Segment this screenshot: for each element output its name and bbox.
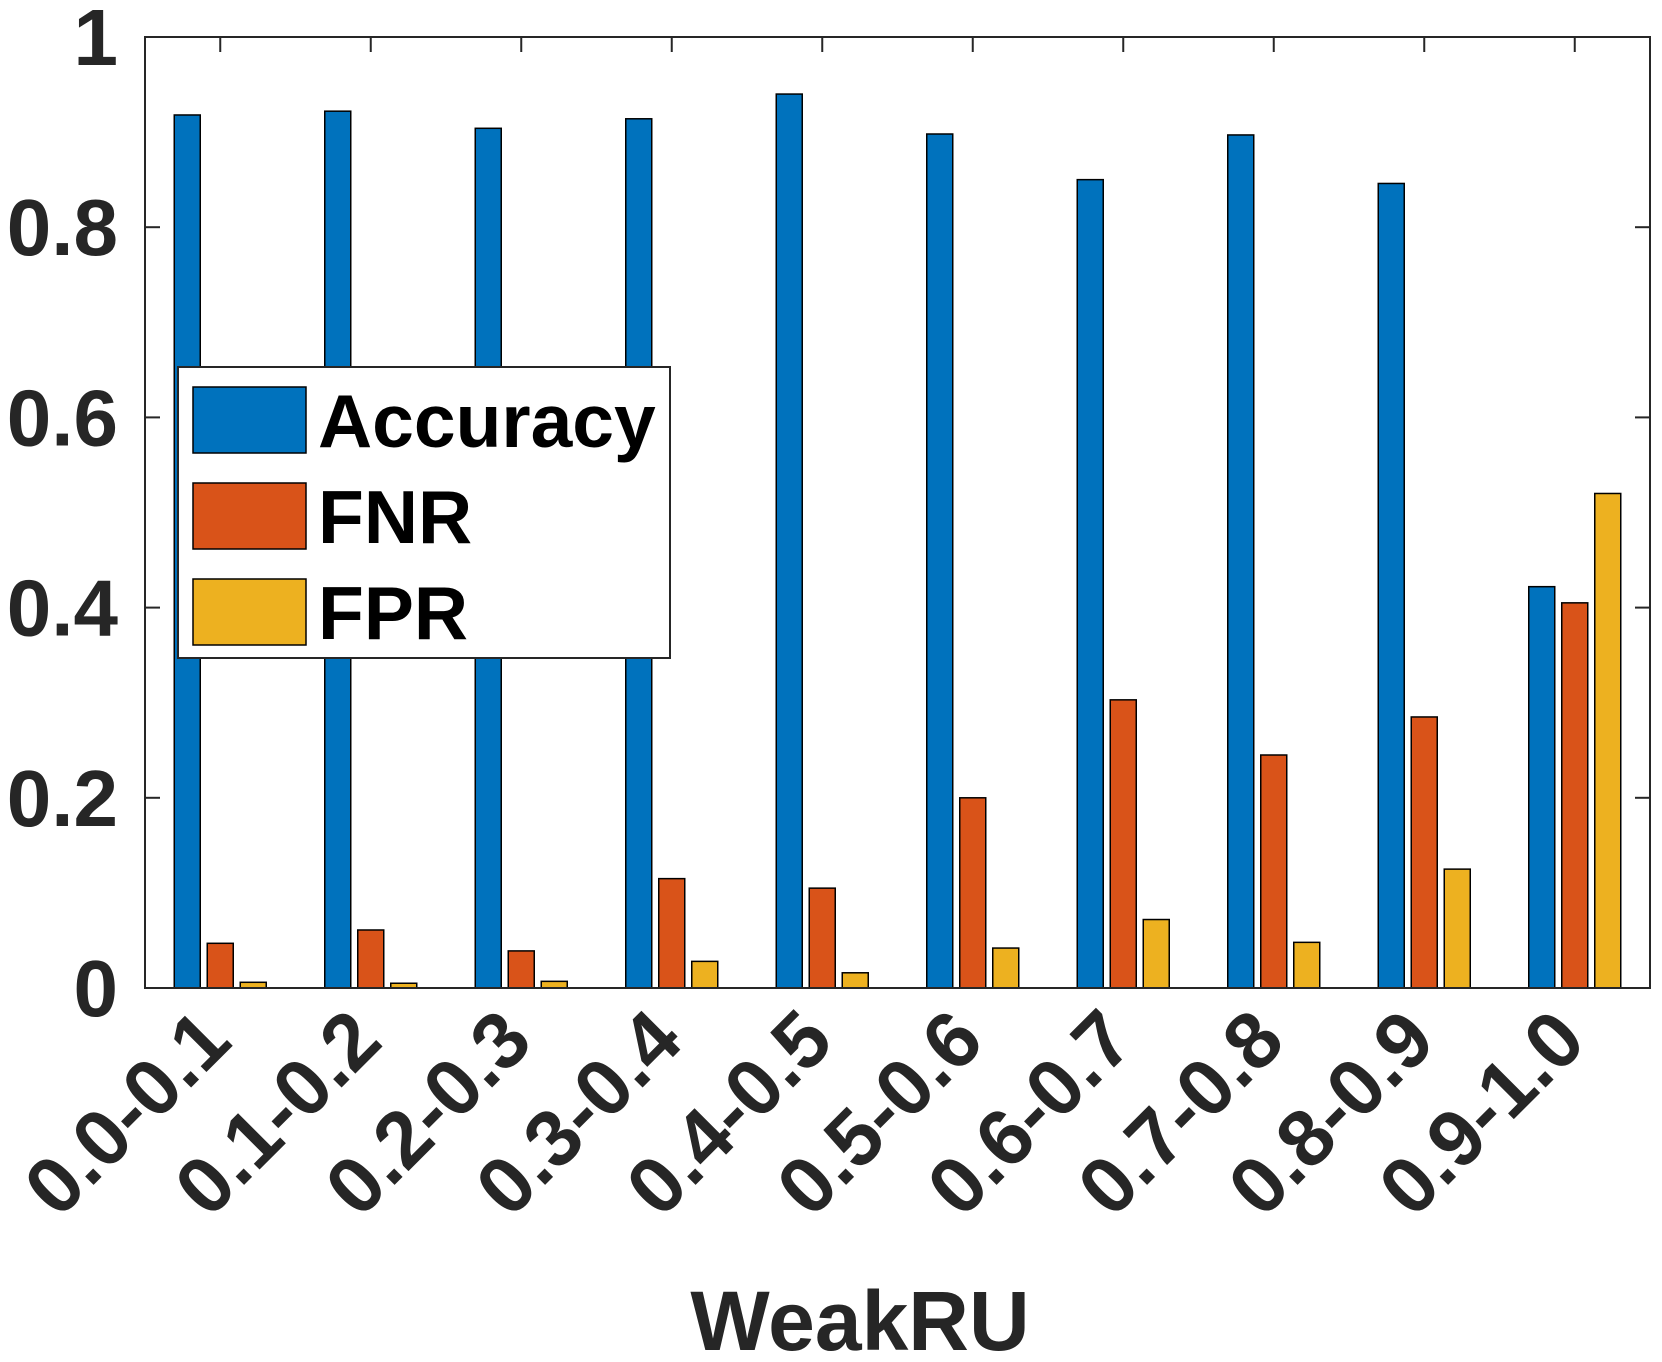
bar-accuracy-0-8-0-9 (1377, 182, 1405, 989)
y-tick-label-5: 1 (74, 0, 119, 82)
bar-fpr-0-9-1-0 (1594, 492, 1622, 989)
legend-label-accuracy: Accuracy (318, 379, 656, 463)
bar-fpr-0-3-0-4 (691, 960, 719, 989)
legend-swatch-accuracy (192, 386, 307, 454)
legend-swatch-fnr (192, 482, 307, 550)
bar-fnr-0-0-0-1 (206, 942, 234, 989)
bar-fpr-0-8-0-9 (1443, 868, 1471, 989)
bar-fnr-0-9-1-0 (1561, 602, 1589, 989)
x-tick-labels: 0.0-0.10.1-0.20.2-0.30.3-0.40.4-0.50.5-0… (7, 993, 1601, 1232)
bar-fpr-0-6-0-7 (1142, 918, 1170, 989)
axes-group (144, 36, 1651, 989)
bar-fnr-0-2-0-3 (507, 950, 535, 989)
bar-accuracy-0-5-0-6 (926, 133, 954, 989)
bar-accuracy-0-7-0-8 (1227, 134, 1255, 989)
y-tick-label-2: 0.4 (7, 564, 119, 653)
legend-label-fnr: FNR (318, 475, 472, 559)
y-tick-label-1: 0.2 (7, 754, 118, 843)
legend-swatch-fpr (192, 578, 307, 646)
bar-fnr-0-4-0-5 (808, 887, 836, 989)
bar-fpr-0-7-0-8 (1293, 941, 1321, 989)
bar-fnr-0-8-0-9 (1410, 716, 1438, 989)
axes-box (144, 36, 1651, 989)
y-tick-label-4: 0.8 (7, 183, 118, 272)
bar-fpr-0-5-0-6 (992, 947, 1020, 989)
bar-fnr-0-7-0-8 (1260, 754, 1288, 989)
y-tick-label-3: 0.6 (7, 373, 118, 462)
bar-fnr-0-6-0-7 (1109, 699, 1137, 989)
bar-fpr-0-4-0-5 (841, 972, 869, 989)
bar-fnr-0-1-0-2 (357, 929, 385, 989)
y-tick-label-0: 0 (74, 944, 119, 1033)
bar-fnr-0-5-0-6 (959, 797, 987, 989)
x-axis-title: WeakRU (690, 1274, 1029, 1362)
legend: Accuracy FNR FPR (177, 366, 671, 659)
bar-accuracy-0-4-0-5 (775, 93, 803, 989)
bar-fnr-0-3-0-4 (658, 877, 686, 989)
y-tick-labels: 0 0.2 0.4 0.6 0.8 1 (7, 0, 119, 1033)
legend-label-fpr: FPR (318, 571, 468, 655)
bar-accuracy-0-6-0-7 (1076, 178, 1104, 989)
bar-accuracy-0-9-1-0 (1528, 585, 1556, 989)
